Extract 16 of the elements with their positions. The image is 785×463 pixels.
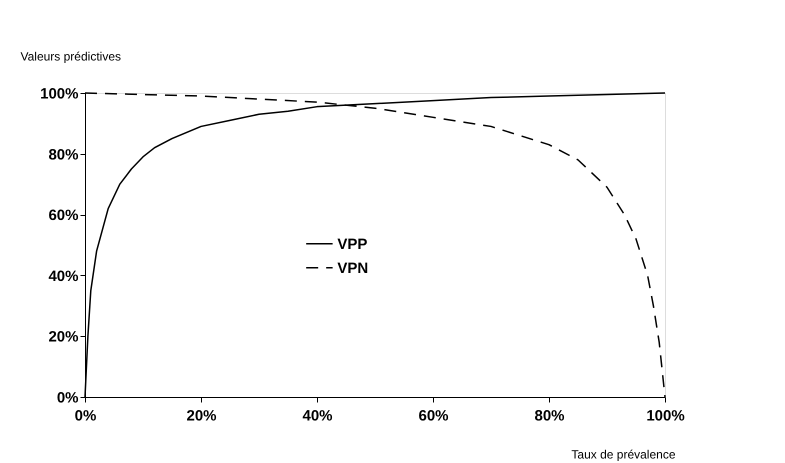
y-tick-label: 20% [48,328,78,346]
y-tick-label: 40% [48,268,78,285]
y-axis-title: Valeurs prédictives [20,50,121,64]
x-tick-label: 20% [186,408,217,424]
legend-label: VPP [337,236,368,253]
legend-label: VPN [337,260,368,277]
y-tick-label: 60% [48,207,78,224]
y-tick-label: 0% [56,390,78,406]
x-tick-label: 60% [418,408,449,424]
y-tick-label: 80% [48,146,78,164]
x-tick-label: 100% [646,408,685,424]
x-tick-label: 0% [74,408,96,424]
y-tick-label: 100% [40,86,78,102]
x-tick-label: 80% [534,408,565,424]
x-tick-label: 40% [302,408,333,424]
x-axis-title: Taux de prévalence [571,448,676,462]
